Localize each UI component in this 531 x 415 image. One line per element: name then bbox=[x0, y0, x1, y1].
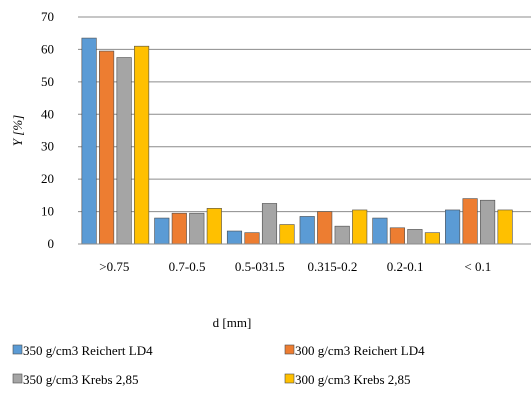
x-axis-label: d [mm] bbox=[213, 315, 252, 330]
bar bbox=[171, 212, 187, 245]
legend-swatch bbox=[12, 373, 23, 384]
bar bbox=[116, 57, 132, 245]
y-tick-label: 20 bbox=[41, 171, 54, 186]
legend-label: 300 g/cm3 Krebs 2,85 bbox=[295, 372, 411, 387]
bar bbox=[317, 211, 333, 245]
bar bbox=[154, 217, 170, 245]
legend-swatch bbox=[12, 344, 23, 355]
bar bbox=[226, 230, 243, 245]
bar bbox=[424, 232, 440, 245]
legend-swatch bbox=[284, 373, 295, 384]
bar bbox=[352, 209, 368, 245]
bar bbox=[334, 225, 350, 245]
bar bbox=[81, 37, 97, 245]
x-tick-label: >0.75 bbox=[99, 259, 129, 274]
x-tick-label: 0.5-031.5 bbox=[235, 259, 285, 274]
bar bbox=[189, 212, 205, 245]
bar bbox=[134, 45, 150, 245]
y-tick-label: 30 bbox=[41, 139, 54, 154]
legend-label: 300 g/cm3 Reichert LD4 bbox=[295, 343, 425, 358]
bar bbox=[462, 198, 478, 245]
bars bbox=[81, 37, 513, 245]
bar bbox=[244, 232, 260, 245]
bar bbox=[497, 209, 513, 245]
x-tick-label: < 0.1 bbox=[464, 259, 491, 274]
legend-swatch bbox=[284, 344, 295, 355]
bar bbox=[206, 208, 222, 245]
y-axis-label: Y [%] bbox=[10, 115, 25, 146]
gridlines bbox=[78, 16, 531, 213]
bar bbox=[261, 203, 278, 245]
y-tick-label: 70 bbox=[41, 9, 54, 24]
bar bbox=[480, 199, 496, 245]
y-tick-label: 10 bbox=[41, 204, 54, 219]
bar bbox=[372, 217, 388, 245]
bar bbox=[445, 209, 461, 245]
x-tick-label: 0.315-0.2 bbox=[308, 259, 358, 274]
x-tick-label: 0.7-0.5 bbox=[169, 259, 206, 274]
bar bbox=[299, 216, 315, 245]
legend-label: 350 g/cm3 Reichert LD4 bbox=[23, 343, 153, 358]
x-axis-ticks: >0.75 0.7-0.5 0.5-031.5 0.315-0.2 0.2-0.1 < 0… bbox=[99, 259, 491, 274]
bar bbox=[279, 224, 295, 245]
y-tick-label: 40 bbox=[41, 106, 54, 121]
y-tick-label: 60 bbox=[41, 41, 54, 56]
legend: 350 g/cm3 Reichert LD4 300 g/cm3 Reichert… bbox=[12, 343, 425, 387]
bar bbox=[389, 227, 405, 245]
bar bbox=[99, 50, 115, 245]
y-tick-label: 0 bbox=[48, 236, 55, 251]
y-tick-label: 50 bbox=[41, 74, 54, 89]
legend-label: 350 g/cm3 Krebs 2,85 bbox=[23, 372, 139, 387]
y-axis-ticks: 0 10 20 30 40 50 60 70 bbox=[41, 9, 54, 251]
x-tick-label: 0.2-0.1 bbox=[387, 259, 424, 274]
bar bbox=[407, 229, 423, 245]
